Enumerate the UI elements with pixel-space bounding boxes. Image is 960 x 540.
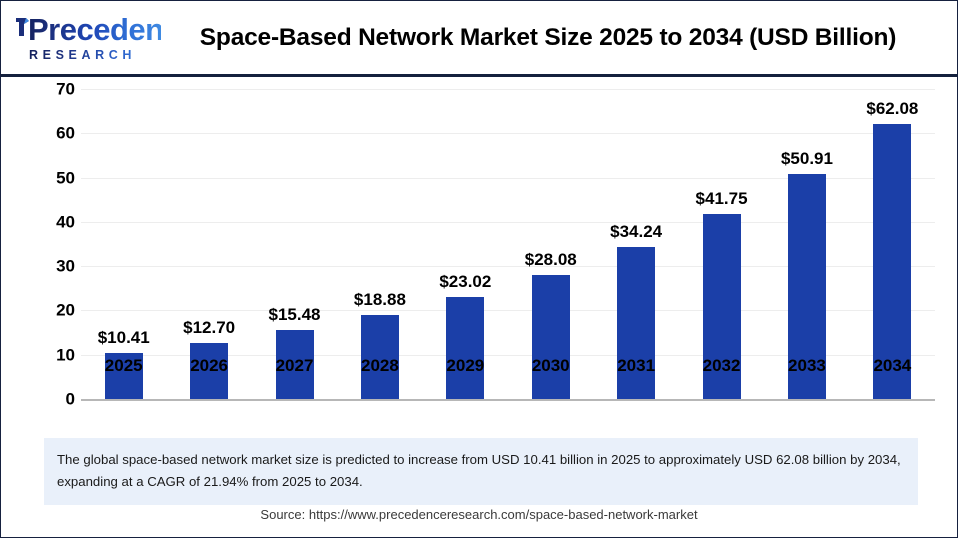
page-title: Space-Based Network Market Size 2025 to … bbox=[199, 23, 897, 51]
gridline bbox=[81, 266, 935, 268]
bar[interactable] bbox=[275, 330, 314, 399]
bar-value-label: $18.88 bbox=[353, 290, 406, 310]
bar-value-label: $34.24 bbox=[610, 222, 663, 242]
bar-value-label: $62.08 bbox=[866, 99, 919, 119]
bar-value-label: $50.91 bbox=[780, 148, 833, 168]
gridline bbox=[81, 310, 935, 312]
x-axis-tick-label: 2032 bbox=[702, 356, 741, 375]
y-axis-tick-label: 40 bbox=[56, 212, 75, 232]
bar-value-label: $15.48 bbox=[268, 305, 321, 325]
bar[interactable] bbox=[360, 315, 399, 399]
chart: 0 10 20 30 40 50 60 70 $10.41 $12.70 $15.48 $18.88… bbox=[1, 77, 957, 429]
x-axis-tick-label: 2026 bbox=[190, 356, 229, 375]
header: Precedence RESEARCH Space-Based Network … bbox=[1, 1, 957, 77]
gridline bbox=[81, 177, 935, 179]
bar[interactable] bbox=[873, 124, 912, 399]
gridline bbox=[81, 133, 935, 135]
caption-box: The global space-based network market si… bbox=[44, 438, 918, 505]
bar-slot: $28.08 bbox=[508, 77, 593, 429]
logo-subtitle: RESEARCH bbox=[15, 49, 161, 62]
bar[interactable] bbox=[190, 342, 229, 399]
bar-slot: $10.41 bbox=[81, 77, 166, 429]
source-label: Source: https://www.precedenceresearch.c… bbox=[260, 507, 698, 522]
bar-slot: $18.88 bbox=[337, 77, 422, 429]
y-axis-tick-label: 10 bbox=[56, 345, 75, 365]
y-axis-tick-label: 60 bbox=[56, 123, 75, 143]
x-axis-tick-label: 2031 bbox=[617, 356, 656, 375]
bar-slot: $15.48 bbox=[252, 77, 337, 429]
precedence-research-logo: Precedence RESEARCH bbox=[1, 14, 161, 62]
y-axis-tick-label: 30 bbox=[56, 256, 75, 276]
y-axis-tick-label: 20 bbox=[56, 300, 75, 320]
x-axis: 2025 2026 2027 2028 2029 2030 2031 2032 2033 2034 bbox=[81, 353, 935, 383]
y-axis-tick-label: 70 bbox=[56, 79, 75, 99]
x-axis-tick-label: 2029 bbox=[446, 356, 485, 375]
bar[interactable] bbox=[702, 214, 741, 399]
bar[interactable] bbox=[531, 274, 570, 399]
gridline bbox=[81, 89, 935, 90]
y-axis: 0 10 20 30 40 50 60 70 bbox=[1, 77, 75, 429]
gridline bbox=[81, 221, 935, 223]
plot-area: $10.41 $12.70 $15.48 $18.88 $23.02 $28.08 $34.… bbox=[81, 77, 935, 429]
x-axis-tick-label: 2028 bbox=[361, 356, 399, 375]
x-axis-tick-label: 2025 bbox=[104, 356, 143, 375]
bar-slot: $41.75 bbox=[679, 77, 764, 429]
bar[interactable] bbox=[787, 173, 826, 399]
x-axis-tick-label: 2034 bbox=[873, 356, 912, 375]
bar[interactable] bbox=[617, 247, 656, 399]
bar-slot: $62.08 bbox=[850, 77, 935, 429]
logo-wordmark-text: Precedence bbox=[28, 11, 198, 47]
gridline bbox=[81, 354, 935, 356]
bar[interactable] bbox=[446, 297, 485, 399]
bar-series: $10.41 $12.70 $15.48 $18.88 $23.02 $28.08 $34.… bbox=[81, 77, 935, 429]
x-axis-tick-label: 2027 bbox=[275, 356, 314, 375]
bar-slot: $12.70 bbox=[166, 77, 251, 429]
x-axis-tick-label: 2033 bbox=[788, 356, 826, 375]
bar-slot: $50.91 bbox=[764, 77, 849, 429]
logo-wordmark-container: Precedence bbox=[15, 14, 161, 45]
bar-value-label: $41.75 bbox=[695, 189, 748, 209]
bar-slot: $23.02 bbox=[423, 77, 508, 429]
x-axis-tick-label: 2030 bbox=[531, 356, 570, 375]
y-axis-tick-label: 50 bbox=[56, 168, 75, 188]
bar-slot: $34.24 bbox=[593, 77, 678, 429]
y-axis-tick-label: 0 bbox=[65, 389, 75, 409]
bar-value-label: $23.02 bbox=[439, 272, 492, 292]
bar-value-label: $10.41 bbox=[97, 327, 150, 347]
bar-value-label: $12.70 bbox=[183, 317, 236, 337]
bar-value-label: $28.08 bbox=[524, 249, 577, 269]
precedence-p-mark-icon bbox=[16, 17, 29, 36]
gridline bbox=[81, 399, 935, 401]
bar[interactable] bbox=[104, 352, 143, 399]
